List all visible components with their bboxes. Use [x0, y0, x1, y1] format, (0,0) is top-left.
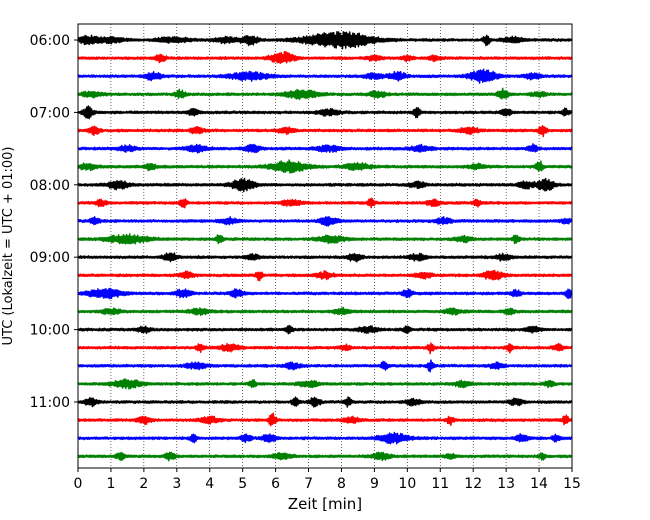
trace-line	[77, 431, 573, 445]
minute-grid	[110, 24, 540, 468]
x-axis-ticks: 0 1 2 3 4 5 6 7 8 9 10 11 12 13 14 15	[74, 468, 581, 492]
x-tick-label: 2	[139, 476, 148, 492]
trace-line	[77, 252, 573, 263]
y-tick-label: 06:00	[30, 33, 70, 49]
trace-line	[77, 197, 573, 209]
trace-line	[77, 396, 573, 408]
trace-line	[77, 233, 573, 245]
trace-line	[77, 177, 573, 193]
x-tick-label: 10	[398, 476, 416, 492]
trace-line	[77, 287, 573, 300]
x-tick-label: 5	[238, 476, 247, 492]
x-tick-label: 11	[431, 476, 449, 492]
x-tick-label: 9	[370, 476, 379, 492]
y-axis-label: UTC (Lokalzeit = UTC + 01:00)	[1, 147, 16, 346]
y-tick-label: 09:00	[30, 250, 70, 266]
trace-line	[77, 451, 573, 462]
trace-line	[77, 105, 573, 120]
y-tick-label: 07:00	[30, 105, 70, 121]
trace-line	[77, 359, 573, 373]
trace-line	[77, 215, 573, 227]
x-tick-label: 14	[530, 476, 548, 492]
x-tick-label: 12	[464, 476, 482, 492]
x-tick-label: 0	[74, 476, 83, 492]
y-tick-label: 08:00	[30, 178, 70, 194]
y-axis-ticks: 06:00 07:00 08:00 09:00 10:00 11:00	[30, 33, 78, 411]
x-tick-label: 8	[337, 476, 346, 492]
trace-line	[77, 412, 573, 427]
trace-line	[77, 68, 573, 84]
trace-line	[77, 87, 573, 101]
trace-line	[77, 159, 573, 174]
trace-line	[77, 143, 573, 154]
y-tick-label: 11:00	[30, 395, 70, 411]
trace-line	[77, 30, 573, 50]
trace-line	[77, 50, 573, 64]
seismogram-traces	[77, 30, 573, 462]
x-axis-label: Zeit [min]	[288, 495, 362, 513]
x-tick-label: 4	[205, 476, 214, 492]
trace-line	[77, 324, 573, 335]
x-tick-label: 7	[304, 476, 313, 492]
x-tick-label: 13	[497, 476, 515, 492]
trace-line	[77, 306, 573, 316]
x-tick-label: 1	[106, 476, 115, 492]
trace-line	[77, 269, 573, 282]
x-tick-label: 15	[563, 476, 581, 492]
trace-line	[77, 378, 573, 390]
plot-border	[77, 23, 573, 469]
x-tick-label: 3	[172, 476, 181, 492]
trace-line	[77, 342, 573, 355]
x-tick-label: 6	[271, 476, 280, 492]
plot-frame	[78, 24, 572, 468]
y-tick-label: 10:00	[30, 323, 70, 339]
trace-line	[77, 124, 573, 138]
